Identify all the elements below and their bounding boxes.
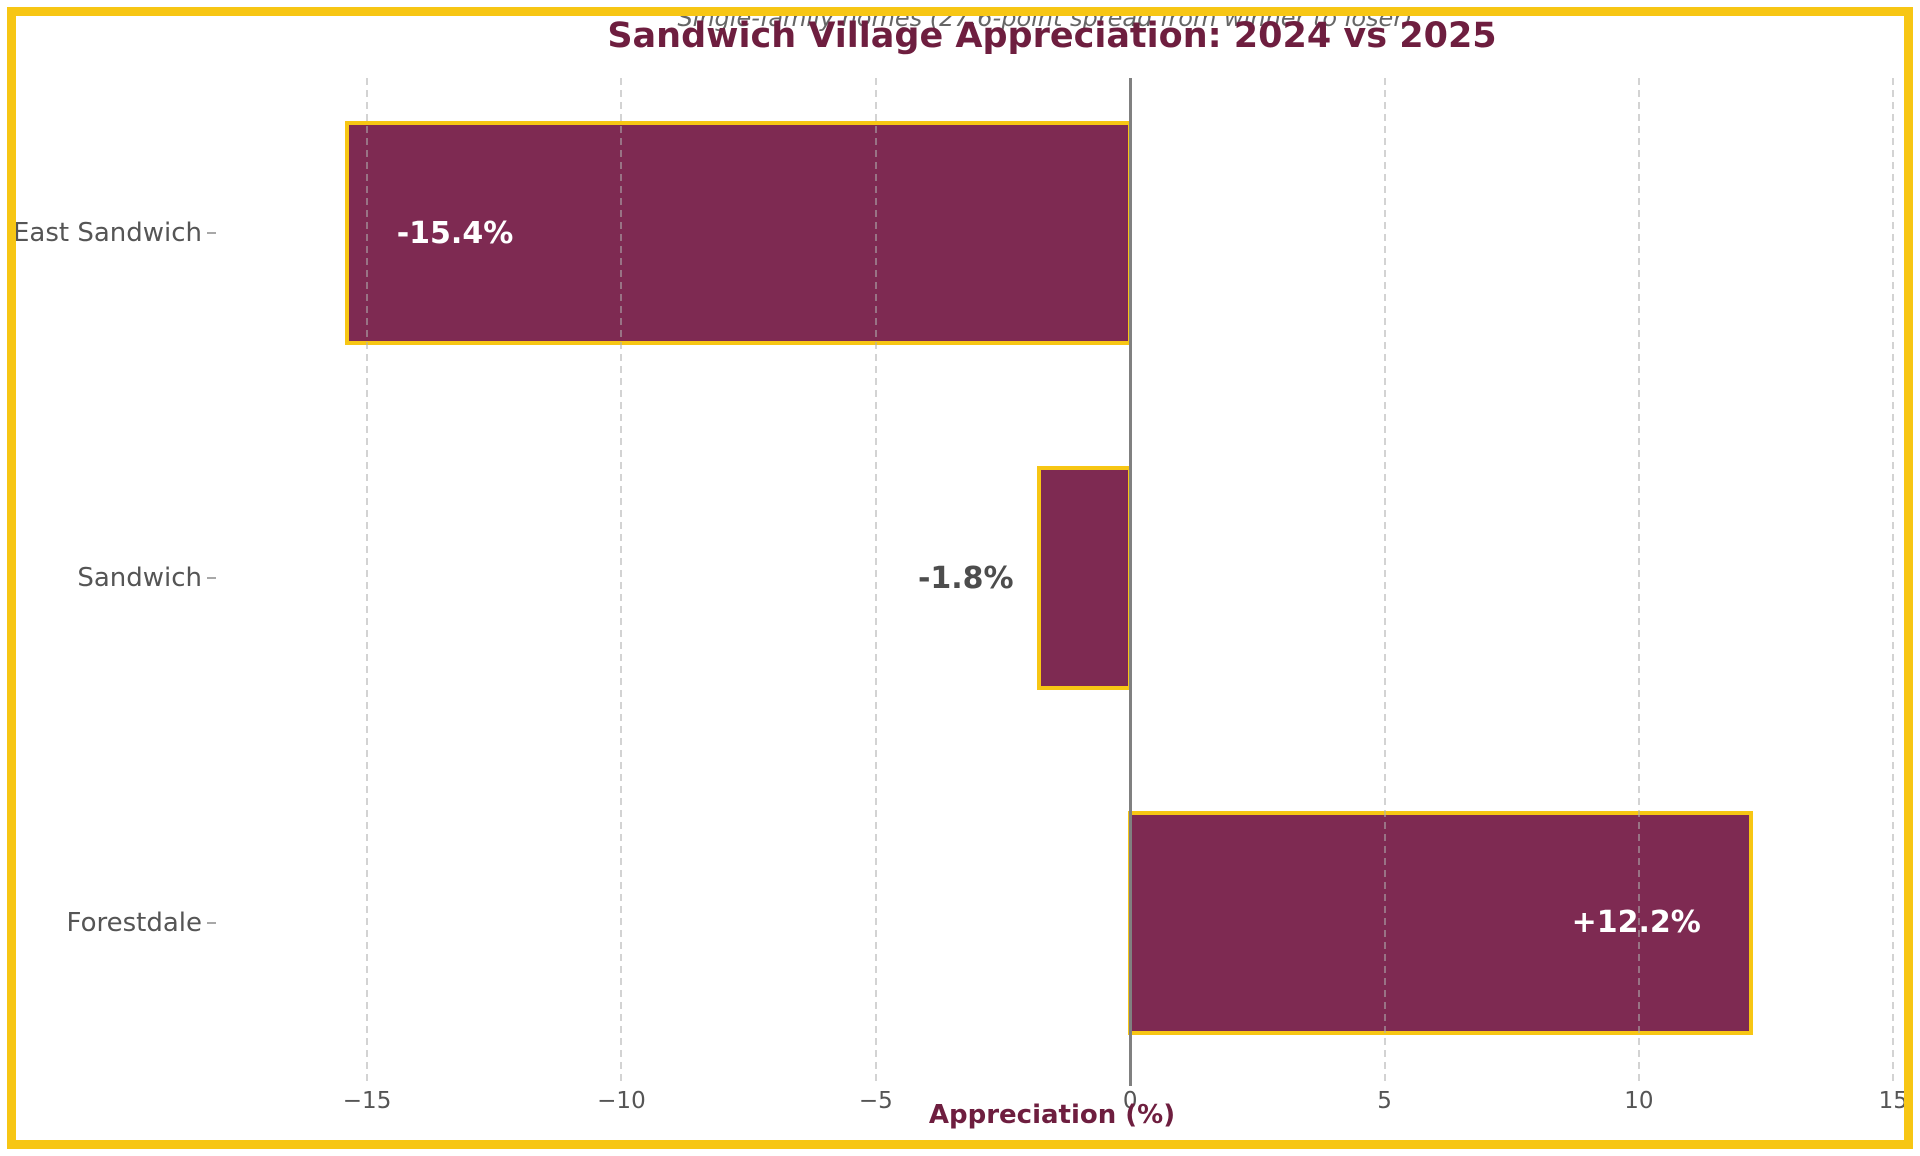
gridline-x-15: [1892, 78, 1895, 1086]
x-tick-label-0: 0: [1122, 1088, 1138, 1114]
gridline-x-5: [1383, 78, 1386, 1086]
bar-forestdale: [1128, 810, 1753, 1035]
gridline-x--15: [366, 78, 369, 1086]
gridline-x-10: [1637, 78, 1640, 1086]
y-tick-mark: [207, 921, 216, 924]
zero-axis-line: [1128, 78, 1132, 1086]
bar-sandwich: [1036, 466, 1133, 690]
x-tick-label--10: −10: [597, 1088, 646, 1114]
x-tick-label--15: −15: [342, 1088, 392, 1114]
x-axis-label: Appreciation (%): [928, 1100, 1176, 1130]
gridline-x--5: [874, 78, 877, 1086]
y-tick-label-forestdale: Forestdale: [66, 907, 202, 938]
gridline-x--10: [620, 78, 623, 1086]
bar-east-sandwich: [344, 121, 1133, 346]
bar-value-label: -1.8%: [917, 560, 1014, 596]
x-tick-label--5: −5: [858, 1088, 893, 1114]
x-tick-label-15: 15: [1878, 1088, 1908, 1114]
chart-title: Sandwich Village Appreciation: 2024 vs 2…: [607, 16, 1497, 56]
y-tick-mark: [207, 577, 216, 579]
bar-value-label: +12.2%: [1571, 905, 1701, 941]
y-tick-label-sandwich: Sandwich: [77, 563, 202, 593]
x-tick-label-10: 10: [1624, 1088, 1654, 1114]
y-tick-mark: [207, 232, 216, 235]
x-tick-label-5: 5: [1377, 1088, 1392, 1114]
bar-value-label: -15.4%: [396, 215, 514, 251]
y-tick-label-east-sandwich: East Sandwich: [12, 218, 202, 249]
